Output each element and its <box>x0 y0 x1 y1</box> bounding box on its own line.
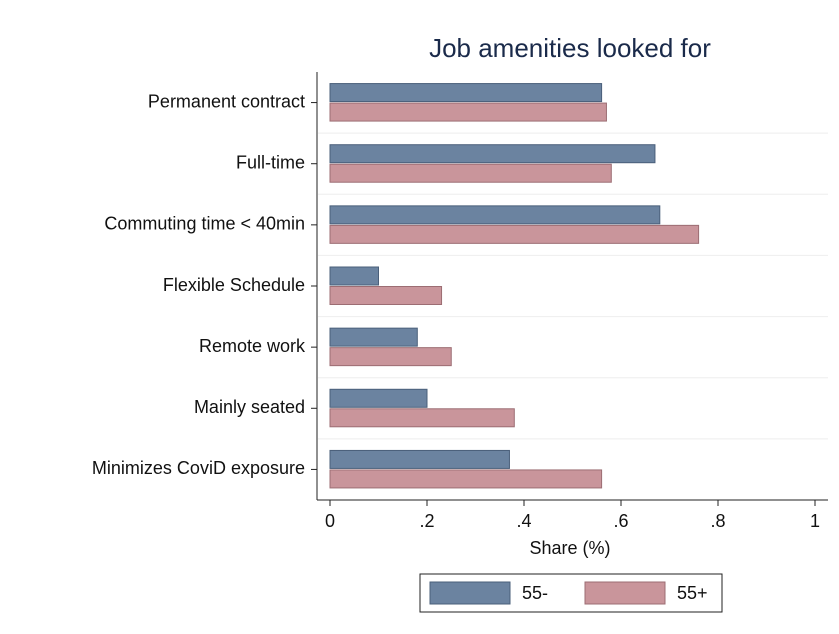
bar <box>329 266 379 286</box>
bar <box>329 286 443 305</box>
bar <box>329 408 515 428</box>
legend-swatch <box>429 581 511 605</box>
bar <box>329 388 428 408</box>
bar <box>329 449 510 469</box>
bar <box>329 224 700 244</box>
bar <box>329 327 418 347</box>
y-tick-label: Flexible Schedule <box>163 275 305 295</box>
y-tick-label: Mainly seated <box>194 397 305 417</box>
bar <box>329 144 656 164</box>
x-tick-label: .8 <box>710 511 725 531</box>
y-tick-label: Permanent contract <box>148 91 305 111</box>
y-tick-label: Minimizes CoviD exposure <box>92 458 305 478</box>
x-tick-label: .2 <box>419 511 434 531</box>
x-axis-title: Share (%) <box>529 538 610 558</box>
x-tick-label: 0 <box>325 511 335 531</box>
y-tick-label: Remote work <box>199 336 306 356</box>
chart-title: Job amenities looked for <box>429 33 711 63</box>
x-tick-label: .6 <box>613 511 628 531</box>
legend-swatch <box>584 581 666 605</box>
bar <box>329 163 612 183</box>
x-tick-label: 1 <box>810 511 820 531</box>
y-tick-label: Commuting time < 40min <box>104 214 305 234</box>
bar <box>329 83 603 103</box>
legend-label: 55- <box>522 583 548 603</box>
x-tick-label: .4 <box>516 511 531 531</box>
bar <box>329 347 452 367</box>
bar <box>329 205 661 225</box>
legend-label: 55+ <box>677 583 708 603</box>
bar <box>329 469 603 489</box>
y-tick-label: Full-time <box>236 152 305 172</box>
bar <box>329 102 607 122</box>
